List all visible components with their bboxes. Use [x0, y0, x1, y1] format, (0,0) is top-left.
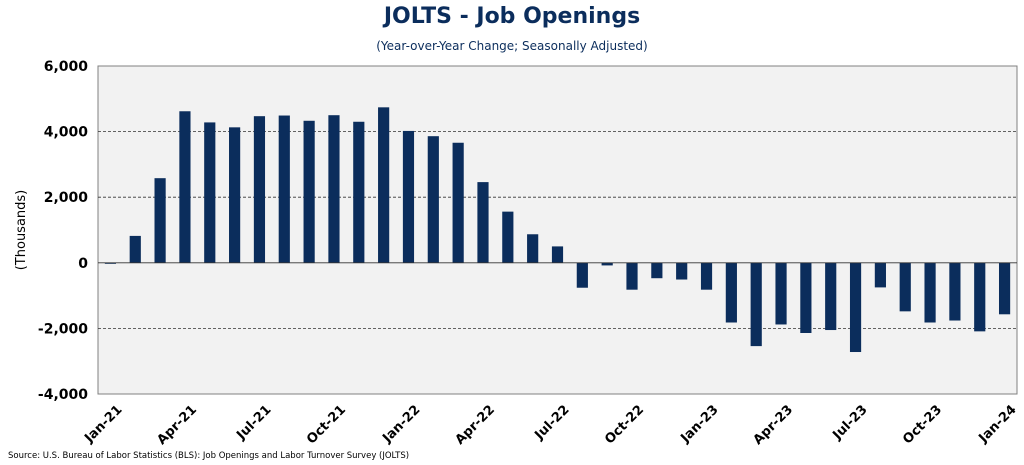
bar-mar-22 [452, 142, 464, 263]
bar-aug-23 [874, 262, 886, 288]
y-tick-label: 0 [78, 256, 88, 272]
x-tick-label: Jan-22 [379, 402, 423, 446]
y-tick-label: -4,000 [38, 387, 88, 403]
bar-oct-23 [924, 262, 936, 323]
bar-may-21 [204, 122, 216, 263]
x-tick-label: Jan-23 [677, 402, 721, 446]
bar-jun-23 [825, 262, 837, 331]
bar-aug-21 [278, 115, 290, 263]
x-tick-label: Oct-21 [304, 402, 349, 447]
x-tick-label: Jul-21 [233, 402, 274, 443]
bar-apr-22 [477, 182, 489, 263]
bar-dec-22 [676, 262, 688, 280]
bar-nov-22 [651, 262, 663, 279]
bar-jan-23 [700, 262, 713, 290]
bar-jul-23 [849, 262, 862, 353]
x-tick-label: Jul-23 [830, 402, 871, 443]
bar-jun-21 [229, 127, 241, 263]
x-tick-label: Oct-23 [900, 402, 945, 447]
bar-jan-21 [104, 262, 117, 264]
bar-sep-22 [601, 262, 613, 266]
bar-jul-22 [551, 246, 564, 263]
bar-apr-23 [775, 262, 787, 325]
bar-dec-21 [378, 107, 390, 263]
y-tick-label: 4,000 [44, 125, 89, 141]
bar-apr-21 [179, 111, 191, 263]
x-tick-label: Jul-22 [532, 402, 573, 443]
bar-nov-23 [949, 262, 961, 321]
x-tick-label: Apr-23 [751, 402, 796, 447]
bar-feb-22 [427, 136, 439, 263]
chart-title: JOLTS - Job Openings [383, 4, 641, 29]
bar-may-23 [800, 262, 812, 333]
y-tick-label: 6,000 [44, 59, 89, 75]
chart-subtitle: (Year-over-Year Change; Seasonally Adjus… [376, 39, 648, 53]
x-tick-label: Apr-22 [453, 402, 498, 447]
x-tick-label: Apr-21 [155, 402, 200, 447]
bar-oct-21 [328, 115, 340, 263]
bars [104, 107, 1011, 353]
bar-feb-23 [725, 262, 737, 323]
x-axis-ticks: Jan-21 Apr-21 Jul-21 Oct-21 Jan-22 Apr-22 Jul-… [81, 402, 1019, 447]
bar-sep-21 [303, 120, 315, 263]
bar-dec-23 [974, 262, 986, 332]
bar-mar-23 [750, 262, 762, 347]
y-tick-label: -2,000 [38, 321, 88, 337]
bar-aug-22 [576, 262, 588, 288]
plot-area [97, 65, 1018, 395]
bar-jul-21 [253, 116, 266, 263]
bar-jun-22 [527, 234, 539, 263]
bar-jan-24 [998, 262, 1011, 315]
bar-sep-23 [899, 262, 911, 312]
bar-may-22 [502, 211, 514, 263]
source-note: Source: U.S. Bureau of Labor Statistics … [8, 451, 410, 461]
y-axis-ticks: -4,000 -2,000 0 2,000 4,000 6,000 [38, 59, 88, 403]
bar-oct-22 [626, 262, 638, 290]
bar-mar-21 [154, 178, 166, 263]
y-axis-label: (Thousands) [14, 190, 29, 271]
gridlines [98, 131, 1017, 329]
y-tick-label: 2,000 [44, 190, 89, 206]
x-tick-label: Oct-22 [602, 402, 647, 447]
bar-feb-21 [129, 235, 141, 263]
bar-nov-21 [353, 121, 365, 263]
x-tick-label: Jan-24 [976, 402, 1020, 446]
bar-jan-22 [402, 130, 415, 263]
x-tick-label: Jan-21 [81, 402, 125, 446]
